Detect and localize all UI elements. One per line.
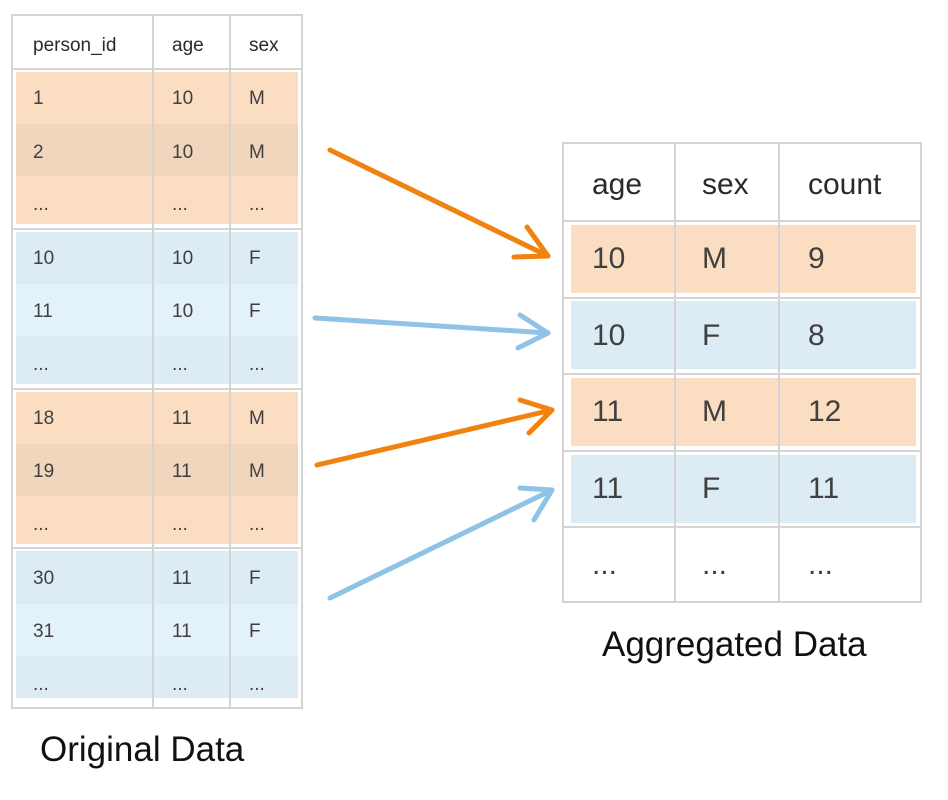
aggregated-data-caption: Aggregated Data: [602, 625, 867, 664]
agg-row-band-11-m: [571, 378, 916, 446]
cell: ...: [172, 194, 188, 215]
cell: 11: [172, 621, 192, 642]
cell: M: [249, 142, 265, 163]
column-header-count: count: [808, 168, 882, 201]
cell: F: [249, 568, 261, 589]
cell: 1: [33, 88, 44, 109]
cell: ...: [172, 674, 188, 695]
cell: 2: [33, 142, 44, 163]
cell: F: [249, 621, 261, 642]
cell: M: [702, 242, 727, 275]
cell: 11: [808, 472, 840, 505]
arrow-blue-10-f: [312, 312, 551, 351]
agg-row-band-10-m: [571, 225, 916, 293]
row-highlight: [16, 284, 298, 336]
cell: ...: [33, 354, 49, 375]
cell: F: [249, 248, 261, 269]
cell: ...: [33, 194, 49, 215]
cell: ...: [249, 194, 265, 215]
column-header-sex: sex: [249, 35, 279, 56]
aggregated-data-table: age sex count 10 M 9 10 F 8 11 M 12 11 F…: [562, 142, 922, 603]
cell: ...: [249, 674, 265, 695]
column-header-sex: sex: [702, 168, 749, 201]
arrow-blue-11-f: [327, 485, 555, 601]
cell: F: [702, 319, 721, 352]
cell: 10: [172, 248, 194, 269]
cell: ...: [33, 674, 49, 695]
cell: 31: [33, 621, 55, 642]
original-data-table: person_id age sex 1 10 M 2 10 M ... ... …: [11, 14, 303, 709]
agg-row-band-10-f: [571, 301, 916, 369]
cell: 10: [592, 319, 626, 352]
arrow-orange-11-m: [314, 397, 555, 468]
cell: 19: [33, 461, 55, 482]
cell: ...: [702, 548, 728, 581]
cell: 11: [592, 395, 624, 428]
cell: ...: [592, 548, 618, 581]
cell: 10: [592, 242, 626, 275]
agg-row-band-11-f: [571, 455, 916, 523]
cell: M: [702, 395, 727, 428]
cell: M: [249, 88, 265, 109]
cell: 11: [172, 461, 192, 482]
column-header-age: age: [592, 168, 643, 201]
cell: F: [249, 301, 261, 322]
cell: 10: [172, 301, 194, 322]
cell: 8: [808, 319, 825, 352]
cell: M: [249, 461, 265, 482]
cell: 18: [33, 408, 55, 429]
row-highlight: [16, 604, 298, 656]
column-header-person-id: person_id: [33, 35, 117, 56]
cell: 12: [808, 395, 842, 428]
cell: F: [702, 472, 721, 505]
cell: ...: [249, 514, 265, 535]
cell: 10: [172, 88, 194, 109]
cell: M: [249, 408, 265, 429]
cell: 9: [808, 242, 825, 275]
cell: ...: [172, 354, 188, 375]
cell: 30: [33, 568, 55, 589]
row-highlight: [16, 124, 298, 176]
cell: 11: [592, 472, 624, 505]
cell: 10: [33, 248, 55, 269]
column-header-age: age: [172, 35, 204, 56]
cell: ...: [808, 548, 834, 581]
cell: ...: [33, 514, 49, 535]
original-data-caption: Original Data: [40, 730, 245, 769]
cell: ...: [249, 354, 265, 375]
cell: 11: [33, 301, 53, 322]
arrow-orange-10-m: [327, 147, 551, 260]
row-highlight: [16, 444, 298, 496]
cell: 11: [172, 568, 192, 589]
cell: ...: [172, 514, 188, 535]
cell: 11: [172, 408, 192, 429]
cell: 10: [172, 142, 194, 163]
